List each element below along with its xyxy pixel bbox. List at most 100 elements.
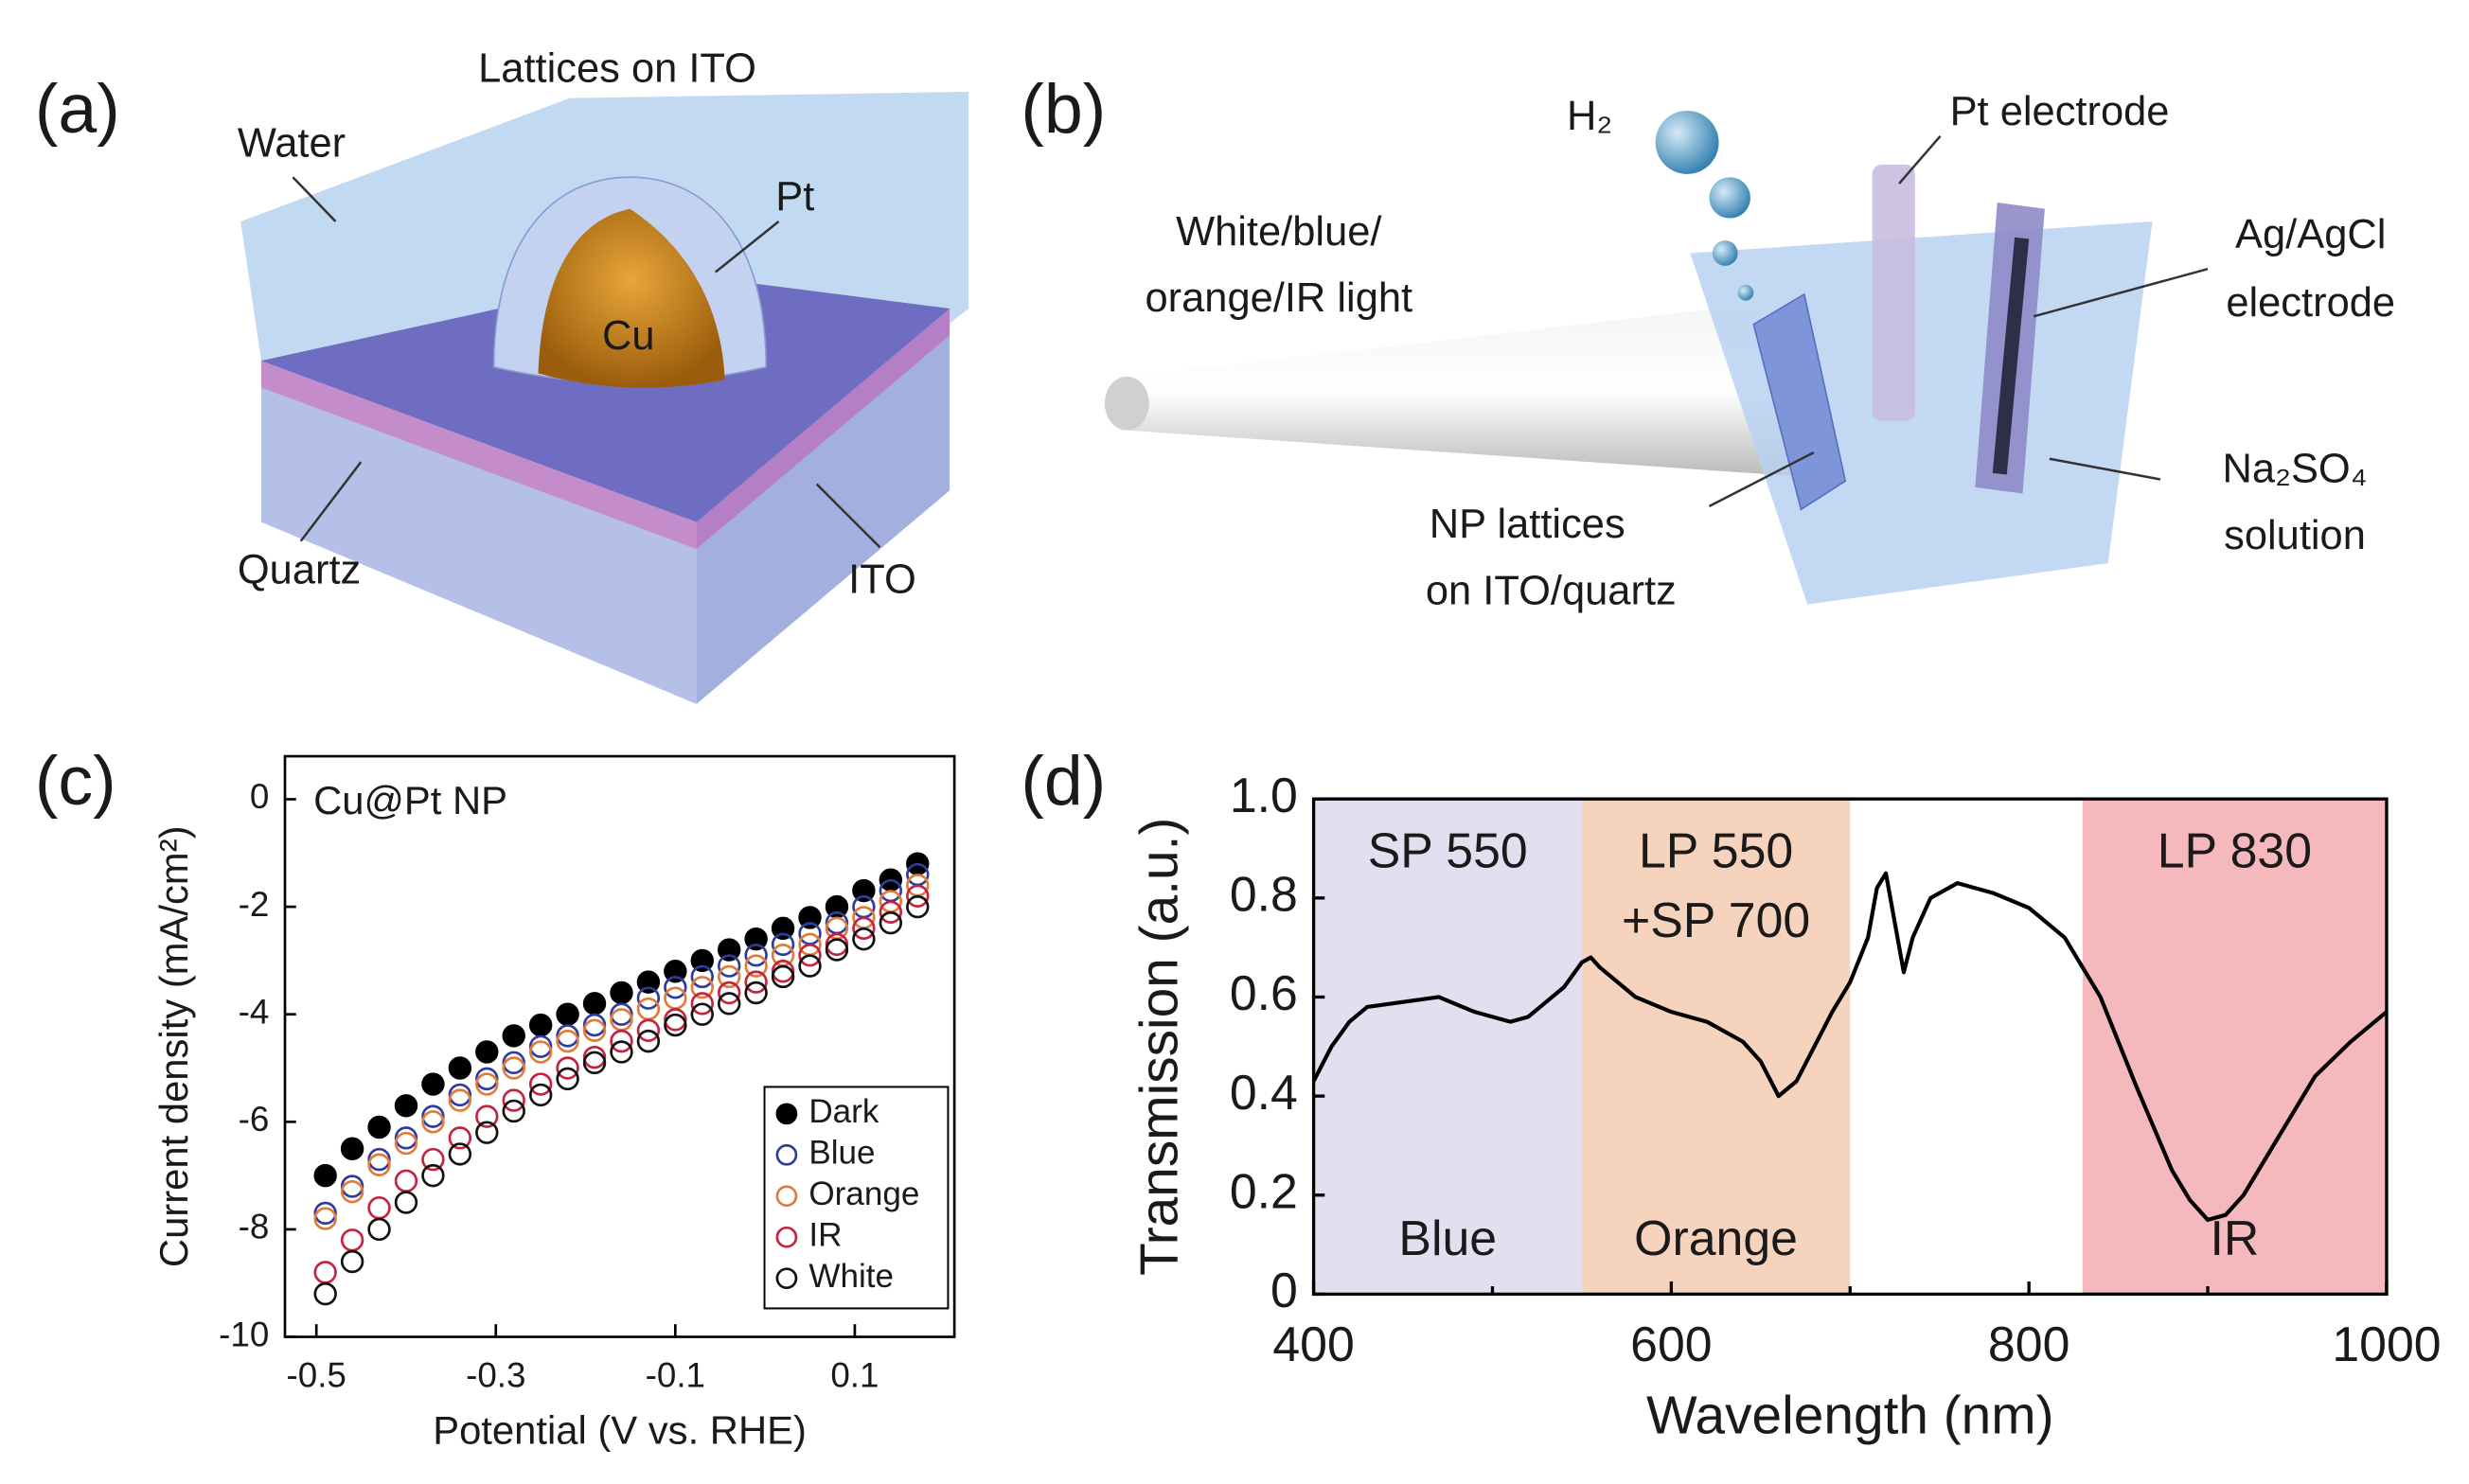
label: H₂ [1567,94,1612,139]
data-point [367,1196,391,1220]
band-filter: SP 550 [1368,822,1528,877]
panel-label: (d) [1021,741,1106,820]
data-point [690,1002,714,1026]
panel-label: (a) [35,69,120,148]
y-tick-label: -8 [239,1208,270,1246]
ito-top [260,272,950,522]
data-point [852,878,876,903]
y-tick-label: -4 [239,992,270,1031]
data-point [421,1110,445,1134]
data-line [1311,871,2389,1223]
label: Quartz [238,548,361,593]
data-point [502,1099,525,1123]
data-point [582,992,607,1016]
data-point [718,980,741,1005]
label: solution [2224,513,2366,558]
x-tick-label: -0.1 [646,1355,705,1394]
data-point [313,1207,337,1230]
y-axis-label: Transmission (a.u.) [1130,818,1190,1276]
y-tick-label: 1.0 [1230,768,1298,822]
data-point [340,1137,364,1160]
data-point [610,980,633,1005]
ito-left [260,361,697,550]
data-point [825,938,849,962]
data-point [636,1018,661,1042]
legend-label: Dark [808,1093,879,1130]
y-tick-label: 0 [250,777,269,816]
data-point [664,976,687,999]
data-point [313,1261,337,1284]
x-axis-label: Wavelength (nm) [1646,1386,2054,1445]
data-point [421,1104,445,1128]
data-point [852,927,876,951]
y-tick-label: 0.2 [1230,1163,1298,1218]
data-point [340,1228,364,1252]
y-tick-label: 0.8 [1230,867,1298,922]
band-filter: +SP 700 [1622,892,1810,947]
data-point [448,1056,472,1080]
label: Cu [602,313,655,359]
data-point [556,1024,579,1048]
data-point [475,1040,499,1064]
pointer [292,176,337,222]
data-point [610,1040,633,1064]
data-point [664,1013,687,1037]
bubble [1712,240,1738,266]
band-label: IR [2210,1210,2259,1265]
data-point [502,1088,525,1112]
panel-b: (b) H₂ Pt electrode White/blue/ orange/I… [1021,69,2395,614]
data-point [448,1142,472,1166]
data-point [690,992,714,1016]
data-point [879,910,903,935]
legend-marker [775,1185,798,1208]
data-point [367,1153,391,1176]
data-point [771,932,795,957]
data-point [340,1249,364,1274]
data-point [582,1013,607,1037]
data-point [798,944,822,967]
pointer [1898,134,1942,185]
data-point [528,1083,553,1107]
data-point [556,1002,579,1026]
legend-label: IR [808,1216,842,1253]
data-point [448,1088,472,1112]
data-point [475,1121,499,1144]
label: Na₂SO₄ [2223,447,2368,492]
bubble [1655,111,1719,174]
pointer [714,221,780,274]
data-point [744,980,768,1005]
panel-label: (c) [35,741,116,820]
data-point [367,1115,391,1140]
data-point [528,1013,553,1037]
data-point [556,1056,579,1080]
data-point [448,1126,472,1150]
label: Pt electrode [1950,89,2170,134]
band-filter: LP 830 [2158,822,2312,877]
data-point [394,1169,418,1193]
legend-marker [775,1226,798,1248]
plot-frame [1311,797,2389,1297]
data-point [502,1056,525,1080]
y-tick-label: -10 [219,1315,269,1353]
y-tick-label: -6 [239,1100,270,1139]
data-point [313,1201,337,1226]
label: Ag/AgCl [2235,212,2386,257]
data-point [448,1083,472,1107]
data-point [502,1024,525,1048]
data-point [879,900,903,924]
x-tick-label: 0.1 [830,1355,879,1394]
data-point [475,1072,499,1096]
data-point [664,960,687,983]
label: NP lattices [1430,502,1625,547]
y-tick-label: 0 [1270,1263,1298,1317]
data-point [690,964,714,989]
x-axis-label: Potential (V vs. RHE) [433,1408,807,1453]
data-point [636,986,661,1010]
label: electrode [2226,280,2395,326]
ito-right [696,308,950,550]
y-tick-label: -2 [239,885,270,924]
data-point [852,916,876,941]
data-point [744,944,768,967]
data-point [664,1008,687,1032]
